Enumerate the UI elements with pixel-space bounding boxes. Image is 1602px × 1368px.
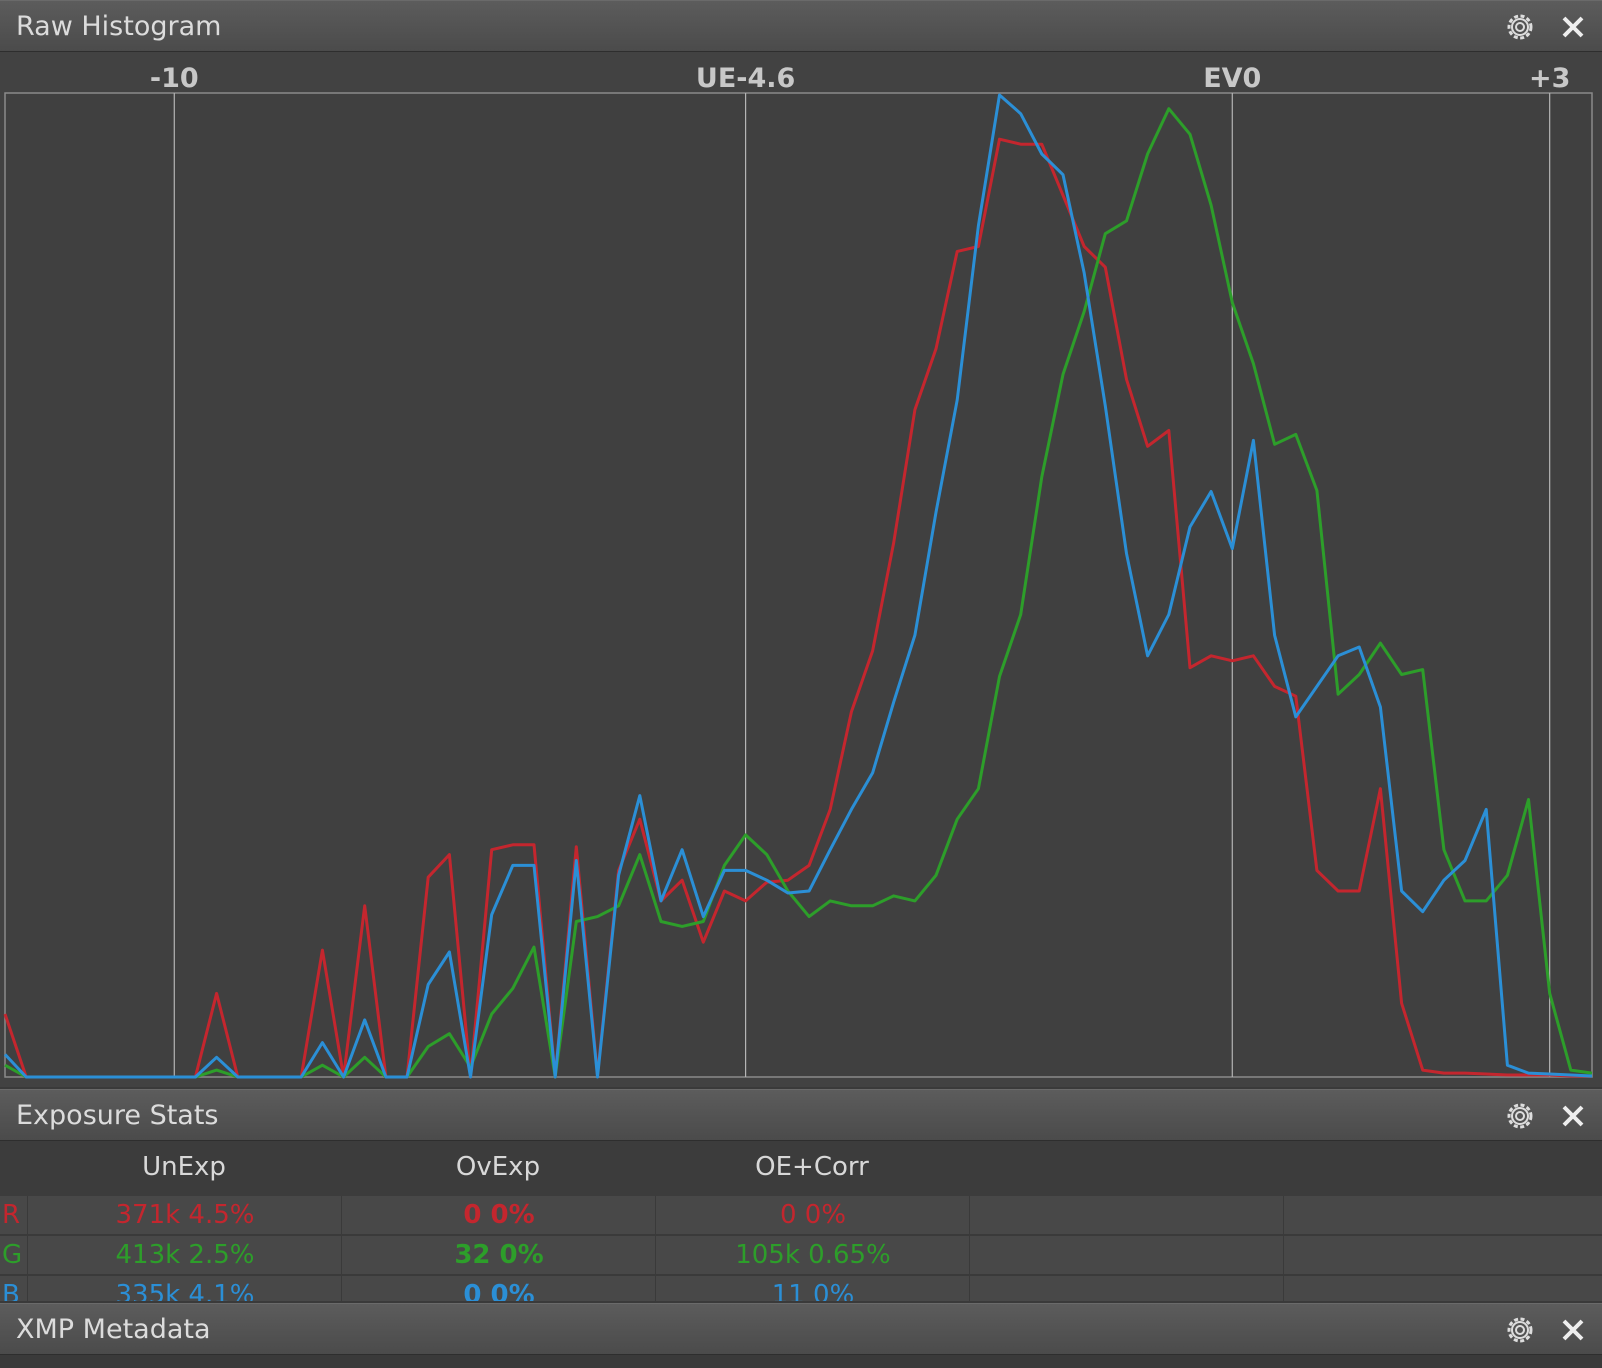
column-header: OvExp — [455, 1152, 541, 1182]
panel-header: XMP Metadata — [0, 1303, 1602, 1355]
cell — [1283, 1276, 1598, 1301]
stats-row: B 335k 4.1% 0 0% 11 0% — [0, 1276, 1602, 1301]
settings-button[interactable] — [1504, 11, 1536, 43]
cell — [969, 1236, 1284, 1274]
close-button[interactable] — [1560, 1103, 1586, 1129]
column-header: UnExp — [142, 1152, 226, 1182]
close-button[interactable] — [1560, 1317, 1586, 1343]
cell — [1283, 1236, 1598, 1274]
cell: 105k 0.65% — [655, 1236, 970, 1274]
cell — [969, 1196, 1284, 1234]
panel-title: XMP Metadata — [16, 1314, 211, 1345]
cell: 0 0% — [341, 1276, 656, 1301]
cell: 335k 4.1% — [27, 1276, 342, 1301]
x-tick-label: -10 — [150, 63, 199, 94]
cell: 0 0% — [341, 1196, 656, 1234]
settings-button[interactable] — [1504, 1314, 1536, 1346]
panel-title: Exposure Stats — [16, 1100, 219, 1131]
panel-header: Exposure Stats — [0, 1089, 1602, 1141]
histogram-line — [3, 93, 1593, 1079]
panel-title: Raw Histogram — [16, 11, 222, 42]
cell — [969, 1276, 1284, 1301]
cell: 11 0% — [655, 1276, 970, 1301]
row-label: G — [2, 1240, 23, 1270]
x-tick-label: +3 — [1529, 63, 1570, 94]
close-button[interactable] — [1560, 14, 1586, 40]
histogram: -10 UE-4.6 EV0 +3 — [0, 52, 1602, 1087]
cell: 0 0% — [655, 1196, 970, 1234]
cell: 32 0% — [341, 1236, 656, 1274]
plot-area — [4, 92, 1593, 1078]
settings-button[interactable] — [1504, 1100, 1536, 1132]
row-label: R — [2, 1200, 21, 1230]
x-tick-label: UE-4.6 — [696, 63, 795, 94]
cell — [1283, 1196, 1598, 1234]
cell: 371k 4.5% — [27, 1196, 342, 1234]
row-label: B — [2, 1280, 20, 1301]
x-tick-label: EV0 — [1203, 63, 1261, 94]
cell: 413k 2.5% — [27, 1236, 342, 1274]
stats-table: UnExp OvExp OE+Corr R 371k 4.5% 0 0% 0 0… — [0, 1141, 1602, 1301]
stats-row: G 413k 2.5% 32 0% 105k 0.65% — [0, 1236, 1602, 1276]
panel-header: Raw Histogram — [0, 0, 1602, 52]
stats-row: R 371k 4.5% 0 0% 0 0% — [0, 1196, 1602, 1236]
column-header: OE+Corr — [755, 1152, 869, 1182]
